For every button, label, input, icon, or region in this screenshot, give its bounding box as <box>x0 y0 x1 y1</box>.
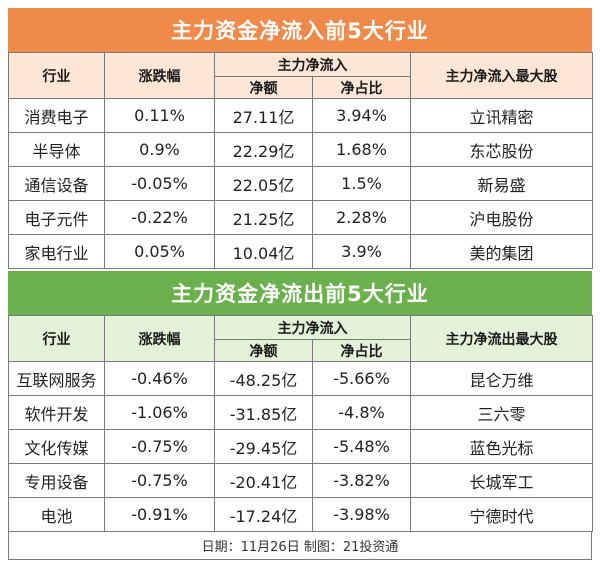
header-net-group: 主力净流入 <box>214 315 411 340</box>
cell-stock: 长城军工 <box>410 463 593 498</box>
cell-amount: 21.25亿 <box>214 200 313 235</box>
cell-industry: 专用设备 <box>8 463 105 498</box>
header-industry: 行业 <box>8 315 105 362</box>
table-row: 通信设备 -0.05% 22.05亿 1.5% 新易盛 <box>8 166 593 201</box>
inflow-table: 行业 涨跌幅 主力净流入 主力净流入最大股 净额 净占比 消费电子 0.11% … <box>8 52 593 269</box>
header-change: 涨跌幅 <box>104 315 215 362</box>
header-change: 涨跌幅 <box>104 52 215 99</box>
cell-industry: 文化传媒 <box>8 429 105 464</box>
cell-industry: 电子元件 <box>8 200 105 235</box>
cell-change: -1.06% <box>104 395 215 430</box>
outflow-table: 行业 涨跌幅 主力净流入 主力净流出最大股 净额 净占比 互联网服务 -0.46… <box>8 315 593 532</box>
cell-amount: -17.24亿 <box>214 497 313 532</box>
header-net-amount: 净额 <box>214 339 313 362</box>
header-net-amount: 净额 <box>214 76 313 99</box>
cell-stock: 宁德时代 <box>410 497 593 532</box>
footer-credit: 日期：11月26日 制图：21投资通 <box>8 532 592 560</box>
table-row: 家电行业 0.05% 10.04亿 3.9% 美的集团 <box>8 234 593 269</box>
cell-ratio: -3.82% <box>312 463 411 498</box>
cell-industry: 通信设备 <box>8 166 105 201</box>
cell-ratio: 3.9% <box>312 234 411 269</box>
cell-stock: 昆仑万维 <box>410 361 593 396</box>
table-row: 互联网服务 -0.46% -48.25亿 -5.66% 昆仑万维 <box>8 361 593 396</box>
cell-ratio: -4.8% <box>312 395 411 430</box>
cell-industry: 互联网服务 <box>8 361 105 396</box>
cell-industry: 家电行业 <box>8 234 105 269</box>
header-net-ratio: 净占比 <box>312 339 411 362</box>
outflow-title: 主力资金净流出前5大行业 <box>8 271 592 315</box>
cell-amount: 22.29亿 <box>214 132 313 167</box>
cell-change: -0.05% <box>104 166 215 201</box>
cell-amount: 27.11亿 <box>214 98 313 133</box>
cell-stock: 美的集团 <box>410 234 593 269</box>
cell-stock: 沪电股份 <box>410 200 593 235</box>
inflow-title: 主力资金净流入前5大行业 <box>8 8 592 52</box>
table-row: 电子元件 -0.22% 21.25亿 2.28% 沪电股份 <box>8 200 593 235</box>
cell-amount: 22.05亿 <box>214 166 313 201</box>
cell-stock: 立讯精密 <box>410 98 593 133</box>
cell-change: -0.46% <box>104 361 215 396</box>
cell-industry: 半导体 <box>8 132 105 167</box>
header-industry: 行业 <box>8 52 105 99</box>
cell-industry: 电池 <box>8 497 105 532</box>
table-row: 专用设备 -0.75% -20.41亿 -3.82% 长城军工 <box>8 463 593 498</box>
table-row: 电池 -0.91% -17.24亿 -3.98% 宁德时代 <box>8 497 593 532</box>
cell-stock: 新易盛 <box>410 166 593 201</box>
cell-change: 0.05% <box>104 234 215 269</box>
table-row: 消费电子 0.11% 27.11亿 3.94% 立讯精密 <box>8 98 593 133</box>
cell-ratio: -3.98% <box>312 497 411 532</box>
cell-stock: 三六零 <box>410 395 593 430</box>
cell-stock: 东芯股份 <box>410 132 593 167</box>
cell-change: 0.11% <box>104 98 215 133</box>
cell-ratio: 3.94% <box>312 98 411 133</box>
cell-change: 0.9% <box>104 132 215 167</box>
cell-change: -0.22% <box>104 200 215 235</box>
table-row: 半导体 0.9% 22.29亿 1.68% 东芯股份 <box>8 132 593 167</box>
cell-change: -0.75% <box>104 429 215 464</box>
table-row: 文化传媒 -0.75% -29.45亿 -5.48% 蓝色光标 <box>8 429 593 464</box>
cell-amount: 10.04亿 <box>214 234 313 269</box>
cell-industry: 消费电子 <box>8 98 105 133</box>
cell-ratio: -5.66% <box>312 361 411 396</box>
cell-amount: -29.45亿 <box>214 429 313 464</box>
cell-industry: 软件开发 <box>8 395 105 430</box>
cell-change: -0.75% <box>104 463 215 498</box>
cell-amount: -20.41亿 <box>214 463 313 498</box>
header-net-ratio: 净占比 <box>312 76 411 99</box>
cell-ratio: 1.5% <box>312 166 411 201</box>
cell-ratio: 1.68% <box>312 132 411 167</box>
table-row: 软件开发 -1.06% -31.85亿 -4.8% 三六零 <box>8 395 593 430</box>
cell-amount: -31.85亿 <box>214 395 313 430</box>
header-net-group: 主力净流入 <box>214 52 411 77</box>
cell-ratio: 2.28% <box>312 200 411 235</box>
cell-ratio: -5.48% <box>312 429 411 464</box>
header-top-stock: 主力净流出最大股 <box>410 315 593 362</box>
cell-amount: -48.25亿 <box>214 361 313 396</box>
cell-change: -0.91% <box>104 497 215 532</box>
header-top-stock: 主力净流入最大股 <box>410 52 593 99</box>
cell-stock: 蓝色光标 <box>410 429 593 464</box>
